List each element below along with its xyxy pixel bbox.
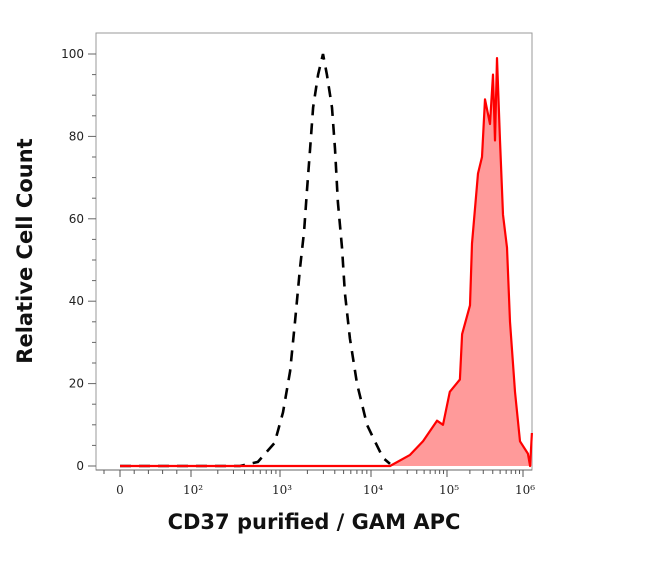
y-axis-title: Relative Cell Count <box>13 138 37 363</box>
axis-layer: 0 20 40 60 80 100 0 10² 10³ 10⁴ 10⁵ 10⁶ <box>61 47 535 497</box>
series-line-1 <box>120 57 533 468</box>
y-tick-label: 0 <box>76 459 84 473</box>
y-tick-label: 60 <box>69 212 84 226</box>
y-tick-label: 100 <box>61 47 84 61</box>
x-axis-title: CD37 purified / GAM APC <box>168 510 461 534</box>
x-tick-label: 10³ <box>272 483 292 497</box>
x-tick-label: 10² <box>183 483 203 497</box>
x-tick-label: 10⁶ <box>515 483 535 497</box>
series-line-0 <box>120 53 391 468</box>
series-layer <box>120 53 533 468</box>
series-fill-1 <box>120 58 532 466</box>
x-tick-label: 10⁵ <box>439 483 459 497</box>
y-tick-label: 20 <box>69 377 84 391</box>
y-tick-label: 40 <box>69 294 84 308</box>
x-tick-label: 0 <box>116 483 124 497</box>
x-tick-label: 10⁴ <box>363 483 383 497</box>
y-tick-label: 80 <box>69 129 84 143</box>
